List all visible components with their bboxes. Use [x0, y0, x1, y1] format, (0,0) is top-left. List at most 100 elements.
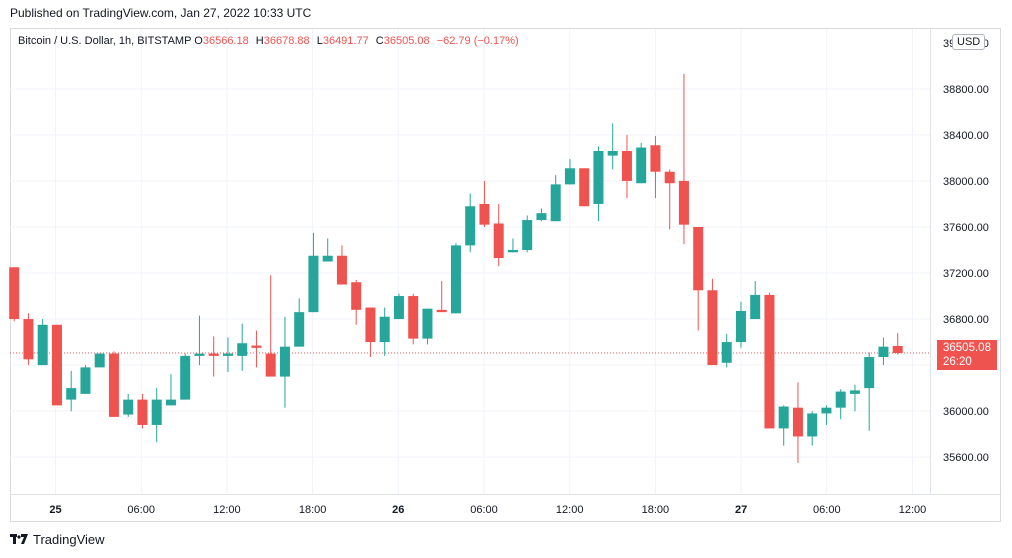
candle[interactable] — [493, 203, 504, 267]
candle[interactable] — [80, 365, 91, 394]
candle[interactable] — [308, 232, 319, 313]
candle[interactable] — [507, 238, 518, 253]
candle[interactable] — [365, 307, 376, 358]
candle[interactable] — [351, 279, 362, 325]
candle-body — [222, 353, 233, 356]
last-price-label: 36505.08 26:20 — [937, 340, 997, 370]
candle[interactable] — [37, 319, 48, 366]
candle[interactable] — [721, 334, 732, 368]
candle[interactable] — [750, 281, 761, 320]
x-tick-label: 06:00 — [127, 504, 155, 516]
candle[interactable] — [821, 405, 832, 425]
candle-body — [308, 255, 319, 313]
candle[interactable] — [735, 301, 746, 348]
candle[interactable] — [522, 215, 533, 253]
candle[interactable] — [479, 180, 490, 227]
candle[interactable] — [636, 142, 647, 184]
candle-body — [208, 353, 219, 356]
candle-body — [393, 296, 404, 320]
candle[interactable] — [408, 293, 419, 345]
candle[interactable] — [322, 238, 333, 262]
candle[interactable] — [579, 168, 590, 207]
x-tick-label: 18:00 — [299, 504, 327, 516]
candle[interactable] — [536, 208, 547, 222]
candle[interactable] — [336, 245, 347, 285]
candle[interactable] — [892, 332, 903, 355]
candle[interactable] — [379, 307, 390, 356]
y-tick-label: 36000.00 — [943, 406, 989, 418]
candle[interactable] — [678, 73, 689, 245]
candle[interactable] — [151, 388, 162, 443]
candle-body — [408, 296, 419, 339]
candle[interactable] — [422, 308, 433, 345]
brand-name: TradingView — [33, 532, 105, 547]
candle[interactable] — [94, 353, 105, 368]
candle[interactable] — [621, 134, 632, 199]
candle[interactable] — [294, 298, 305, 347]
candle-body — [51, 324, 62, 406]
candle-body — [9, 267, 20, 320]
candle-body — [37, 324, 48, 366]
candle-body — [522, 220, 533, 250]
candle-body — [579, 168, 590, 207]
candle[interactable] — [550, 175, 561, 222]
x-tick-label: 12:00 — [899, 504, 927, 516]
candle[interactable] — [764, 292, 775, 429]
candle[interactable] — [593, 146, 604, 222]
candle-body — [108, 353, 119, 417]
high-label: H — [255, 35, 264, 47]
candle-body — [650, 145, 661, 172]
candle[interactable] — [564, 159, 575, 185]
candle[interactable] — [693, 226, 704, 331]
candle[interactable] — [664, 169, 675, 230]
candle-body — [593, 151, 604, 204]
candle[interactable] — [194, 315, 205, 366]
candle[interactable] — [108, 351, 119, 417]
candle[interactable] — [137, 393, 148, 429]
candle[interactable] — [778, 405, 789, 446]
candle-body — [678, 180, 689, 225]
candle[interactable] — [792, 382, 803, 463]
candle-body — [479, 203, 490, 225]
candle-body — [336, 255, 347, 285]
candle[interactable] — [393, 293, 404, 320]
candle[interactable] — [450, 243, 461, 314]
candle-body — [664, 171, 675, 184]
candle[interactable] — [23, 313, 34, 366]
candle-body — [707, 290, 718, 366]
candle[interactable] — [123, 393, 134, 417]
candle[interactable] — [265, 275, 276, 377]
candle[interactable] — [165, 374, 176, 406]
candle[interactable] — [878, 337, 889, 366]
candle[interactable] — [180, 353, 191, 400]
x-tick-label: 06:00 — [470, 504, 498, 516]
y-tick-label: 36800.00 — [943, 314, 989, 326]
candle[interactable] — [237, 323, 248, 371]
candle[interactable] — [9, 267, 20, 322]
candle[interactable] — [465, 193, 476, 253]
candle-body — [450, 245, 461, 314]
candle[interactable] — [849, 384, 860, 412]
candle-body — [279, 346, 290, 377]
last-price-value: 36505.08 — [943, 342, 991, 354]
candle[interactable] — [66, 370, 77, 412]
candle[interactable] — [807, 411, 818, 446]
candle-body — [237, 343, 248, 356]
candle[interactable] — [864, 352, 875, 431]
candle[interactable] — [222, 337, 233, 372]
candle[interactable] — [607, 123, 618, 170]
candle[interactable] — [251, 330, 262, 368]
candle[interactable] — [51, 324, 62, 406]
candle[interactable] — [835, 389, 846, 420]
candle-body — [507, 249, 518, 253]
candle[interactable] — [279, 316, 290, 408]
candle[interactable] — [707, 278, 718, 366]
currency-button[interactable]: USD — [952, 34, 986, 50]
candle-body — [607, 151, 618, 156]
candle[interactable] — [208, 336, 219, 377]
candle-body — [66, 388, 77, 400]
candle[interactable] — [436, 281, 447, 313]
brand[interactable]: TradingView — [10, 532, 105, 547]
candle[interactable] — [650, 136, 661, 199]
